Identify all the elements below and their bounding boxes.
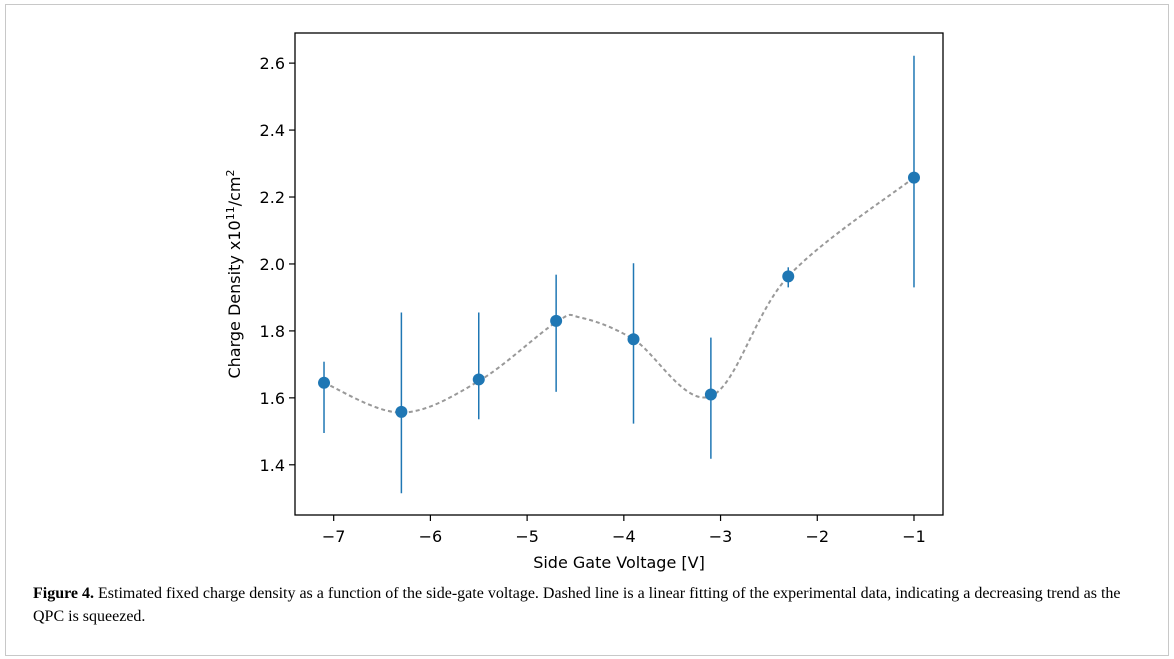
x-axis-ticks: −7 −6 −5 −4 −3 −2 −1 xyxy=(322,515,926,546)
y-axis-ticks: 1.4 1.6 1.8 2.0 2.2 2.4 2.6 xyxy=(260,54,295,475)
x-tick-label: −4 xyxy=(612,527,636,546)
caption-label: Figure 4. xyxy=(33,585,95,602)
x-tick-label: −6 xyxy=(419,527,443,546)
data-point xyxy=(395,405,408,418)
y-tick-label: 1.8 xyxy=(260,322,285,341)
data-point xyxy=(472,373,485,386)
x-tick-label: −1 xyxy=(902,527,926,546)
y-tick-label: 2.0 xyxy=(260,255,285,274)
y-tick-label: 2.4 xyxy=(260,121,285,140)
y-axis-label: Charge Density x1011/cm2 xyxy=(224,169,245,378)
y-tick-label: 2.2 xyxy=(260,188,285,207)
x-axis-label: Side Gate Voltage [V] xyxy=(533,553,705,572)
x-tick-label: −3 xyxy=(709,527,733,546)
y-tick-label: 1.6 xyxy=(260,389,285,408)
x-tick-label: −2 xyxy=(805,527,829,546)
y-tick-label: 1.4 xyxy=(260,456,285,475)
figure-frame xyxy=(5,4,1169,656)
caption-text: Estimated fixed charge density as a func… xyxy=(33,585,1121,625)
data-point xyxy=(907,171,920,184)
x-tick-label: −5 xyxy=(515,527,539,546)
figure-caption: Figure 4. Estimated fixed charge density… xyxy=(33,582,1143,628)
data-point xyxy=(782,270,795,283)
data-point xyxy=(318,376,331,389)
x-tick-label: −7 xyxy=(322,527,346,546)
scatter-chart: −7 −6 −5 −4 −3 −2 −1 1.4 1.6 1.8 2.0 2.2 2.4 2.6 Sid… xyxy=(224,32,944,572)
plot-layer xyxy=(318,55,920,494)
data-point xyxy=(704,388,717,401)
axes-frame xyxy=(294,32,944,516)
data-point xyxy=(550,314,563,327)
fit-line xyxy=(323,176,915,414)
data-point xyxy=(627,333,640,346)
y-tick-label: 2.6 xyxy=(260,54,285,73)
